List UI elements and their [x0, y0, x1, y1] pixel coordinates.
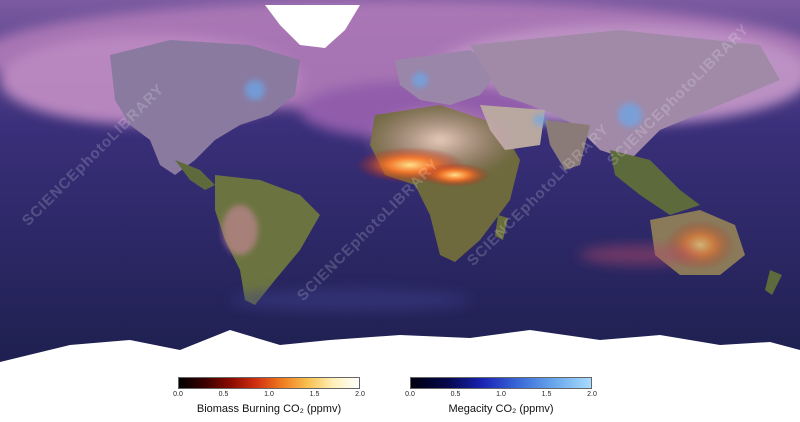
biomass-legend-title: Biomass Burning CO₂ (ppmv): [196, 403, 342, 415]
tick-label: 1.0: [264, 391, 274, 398]
megacity-legend-title: Megacity CO₂ (ppmv): [448, 403, 554, 415]
tick-label: 1.5: [541, 391, 552, 398]
megacity-legend: 0.0 0.5 1.0 1.5 2.0 Megacity CO₂ (ppmv): [405, 377, 597, 415]
megacity-ticks: 0.0 0.5 1.0 1.5 2.0: [405, 391, 597, 401]
tick-label: 0.0: [173, 391, 183, 398]
southern-plume: [230, 245, 700, 312]
biomass-legend: 0.0 0.5 1.0 1.5 2.0 Biomass Burning CO₂ …: [173, 377, 365, 415]
southeast-asia: [610, 150, 700, 215]
north-america: [110, 40, 300, 175]
new-zealand: [765, 270, 782, 295]
tick-label: 2.0: [355, 391, 365, 398]
tick-label: 2.0: [587, 391, 597, 398]
madagascar: [495, 215, 508, 240]
biomass-color-bar: [178, 377, 360, 389]
antarctica: [0, 330, 800, 366]
tick-label: 0.0: [405, 391, 415, 398]
megacity-color-bar: [410, 377, 592, 389]
asia: [470, 30, 780, 160]
india: [545, 120, 590, 170]
tick-label: 0.5: [450, 391, 461, 398]
europe: [395, 50, 500, 105]
tick-label: 1.5: [309, 391, 320, 398]
central-america: [175, 160, 215, 190]
greenland: [265, 5, 360, 48]
biomass-burning-plumes: [222, 100, 735, 270]
tick-label: 0.5: [218, 391, 229, 398]
tick-label: 1.0: [496, 391, 506, 398]
megacity-hotspots: [245, 72, 642, 127]
biomass-ticks: 0.0 0.5 1.0 1.5 2.0: [173, 391, 365, 401]
